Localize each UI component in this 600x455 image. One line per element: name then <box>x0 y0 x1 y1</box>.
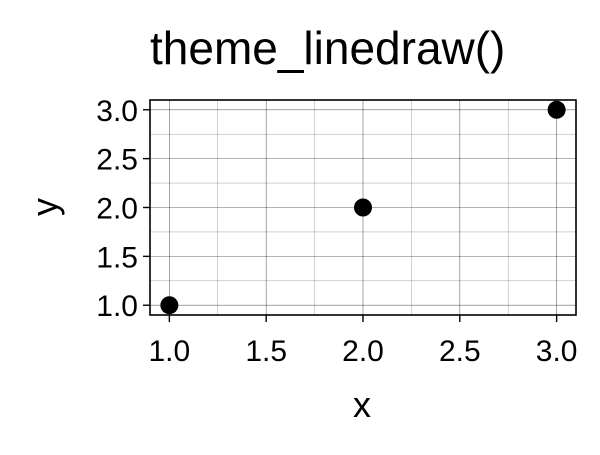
y-axis-tick-label: 1.5 <box>96 241 138 274</box>
x-axis-title: x <box>353 384 371 425</box>
chart-title: theme_linedraw() <box>150 22 505 74</box>
data-point <box>160 296 179 315</box>
y-axis-tick-label: 1.0 <box>96 290 138 323</box>
data-points <box>160 100 566 315</box>
data-point <box>547 100 566 119</box>
x-axis: 1.0 1.5 2.0 2.5 3.0 <box>149 315 578 368</box>
x-axis-tick-label: 2.0 <box>342 335 384 368</box>
x-axis-tick-label: 2.5 <box>439 335 481 368</box>
y-axis: 1.0 1.5 2.0 2.5 3.0 <box>96 95 150 323</box>
y-axis-tick-label: 2.0 <box>96 193 138 226</box>
x-axis-tick-label: 1.5 <box>245 335 287 368</box>
grid-lines <box>150 100 576 315</box>
y-axis-tick-label: 2.5 <box>96 144 138 177</box>
x-axis-tick-label: 3.0 <box>536 335 578 368</box>
y-axis-tick-label: 3.0 <box>96 95 138 128</box>
y-axis-title: y <box>24 198 65 216</box>
x-axis-tick-label: 1.0 <box>149 335 191 368</box>
data-point <box>354 198 372 217</box>
